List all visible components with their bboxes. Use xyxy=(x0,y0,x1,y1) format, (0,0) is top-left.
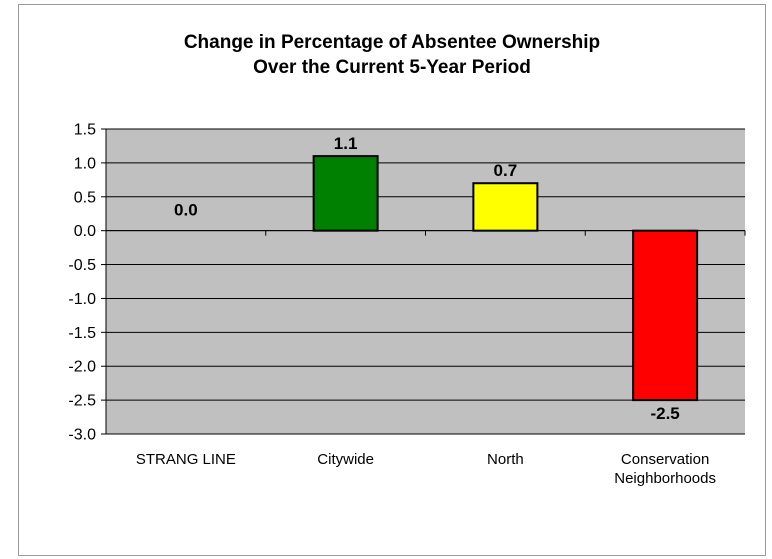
y-tick-label: -0.5 xyxy=(68,257,96,274)
y-tick-label: 1.0 xyxy=(74,155,96,172)
chart-title-line-1: Change in Percentage of Absentee Ownersh… xyxy=(183,32,601,53)
bar xyxy=(472,182,539,232)
y-tick-label: -1.0 xyxy=(68,291,96,308)
y-tick-label: -3.0 xyxy=(68,427,96,444)
bar xyxy=(312,155,379,232)
bar xyxy=(632,229,699,402)
chart-title-line-2: Over the Current 5-Year Period xyxy=(253,57,531,78)
chart-title: Change in Percentage of Absentee Ownersh… xyxy=(18,30,766,80)
y-tick-label: 0.5 xyxy=(74,189,96,206)
x-tick-label: Conservation xyxy=(621,451,709,468)
x-tick-label: STRANG LINE xyxy=(136,451,236,468)
y-tick-label: 1.5 xyxy=(74,122,96,139)
data-label: 1.1 xyxy=(334,134,358,153)
x-tick-label: Citywide xyxy=(317,451,374,468)
x-tick-label: North xyxy=(487,451,524,468)
x-tick-label: Neighborhoods xyxy=(614,470,716,487)
data-label: -2.5 xyxy=(650,404,679,423)
y-tick-label: -2.5 xyxy=(68,393,96,410)
data-label: 0.7 xyxy=(494,161,518,180)
y-tick-label: -2.0 xyxy=(68,359,96,376)
y-tick-label: -1.5 xyxy=(68,325,96,342)
data-label: 0.0 xyxy=(174,201,198,220)
y-tick-label: 0.0 xyxy=(74,223,96,240)
